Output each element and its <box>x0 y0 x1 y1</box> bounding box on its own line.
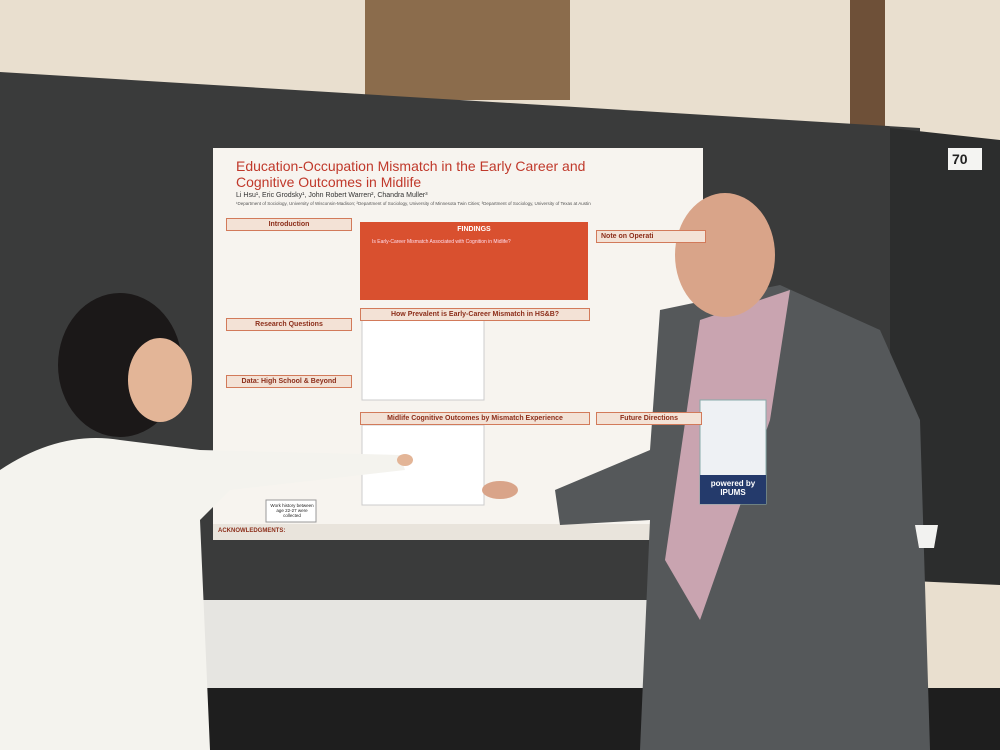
man-jacket <box>555 285 930 750</box>
woman-body <box>0 438 405 750</box>
poster-affiliations: ¹Department of Sociology, University of … <box>236 201 591 206</box>
findings-question: Is Early-Career Mismatch Associated with… <box>372 239 511 245</box>
poster-title: Education-Occupation Mismatch in the Ear… <box>236 158 586 191</box>
section-header: How Prevalent is Early-Career Mismatch i… <box>360 308 590 321</box>
badge-sponsor: powered by IPUMS <box>710 479 756 498</box>
woman-hand <box>397 454 413 466</box>
section-header: Midlife Cognitive Outcomes by Mismatch E… <box>360 412 590 425</box>
column <box>850 0 885 130</box>
sticky-note <box>265 499 317 523</box>
acknowledgment-bar <box>213 524 703 540</box>
poster-authors: Li Hsu¹, Eric Grodsky¹, John Robert Warr… <box>236 192 428 199</box>
wood-panel <box>365 0 570 100</box>
table <box>170 600 650 690</box>
man-hand <box>482 481 518 499</box>
section-header: Introduction <box>226 218 352 231</box>
section-header: Research Questions <box>226 318 352 331</box>
findings-title: FINDINGS <box>457 226 491 233</box>
cup <box>915 525 938 548</box>
bar-chart-area <box>361 319 485 401</box>
section-header: Future Directions <box>596 412 702 425</box>
badge-banner <box>700 475 766 504</box>
number-card <box>948 148 982 170</box>
sticky-note-text: Work history between age 22-27 were coll… <box>270 503 314 519</box>
section-header: Note on Operati <box>596 230 706 243</box>
acknowledgments: ACKNOWLEDGMENTS: <box>218 528 286 534</box>
woman-face <box>128 338 192 422</box>
findings-box <box>360 222 588 300</box>
man-head <box>675 193 775 317</box>
section-header: Data: High School & Beyond <box>226 375 352 388</box>
booth-number: 70 <box>952 151 968 167</box>
